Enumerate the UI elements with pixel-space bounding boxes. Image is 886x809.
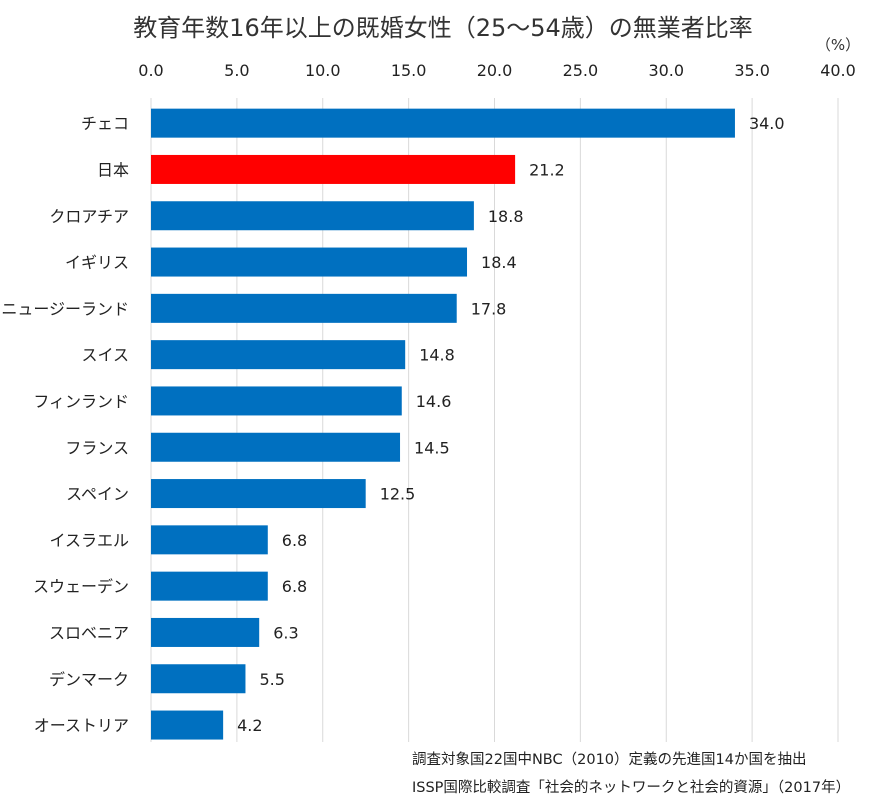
- category-label: クロアチア: [49, 207, 129, 226]
- x-tick-label: 15.0: [391, 61, 427, 80]
- bar: [151, 479, 366, 509]
- value-label: 6.8: [282, 531, 307, 550]
- value-label: 14.5: [414, 438, 450, 457]
- category-label: オーストリア: [34, 716, 129, 735]
- value-label: 18.8: [488, 207, 524, 226]
- category-label: フィンランド: [33, 392, 129, 411]
- note-line-1: 調査対象国22国中NBC（2010）定義の先進国14か国を抽出: [412, 751, 806, 768]
- bar: [151, 154, 516, 184]
- bar: [151, 432, 401, 462]
- category-labels: チェコ日本クロアチアイギリスニュージーランドスイスフィンランドフランススペインイ…: [1, 114, 129, 735]
- category-label: スペイン: [66, 485, 129, 504]
- value-label: 18.4: [481, 253, 517, 272]
- x-tick-label: 30.0: [648, 61, 684, 80]
- value-label: 14.8: [419, 346, 455, 365]
- value-label: 21.2: [529, 160, 565, 179]
- value-label: 6.8: [282, 577, 307, 596]
- chart-title: 教育年数16年以上の既婚女性（25～54歳）の無業者比率: [133, 14, 753, 42]
- category-label: チェコ: [81, 114, 129, 133]
- bar: [151, 108, 735, 138]
- x-tick-label: 25.0: [563, 61, 599, 80]
- x-axis-ticks: 0.0 5.0 10.0 15.0 20.0 25.0 30.0 35.0 40.0: [138, 61, 856, 80]
- category-label: スウェーデン: [33, 577, 129, 596]
- bar: [151, 710, 224, 740]
- value-label: 5.5: [259, 670, 284, 689]
- category-label: 日本: [97, 160, 129, 179]
- x-tick-label: 0.0: [138, 61, 163, 80]
- category-label: スイス: [81, 346, 129, 365]
- bars: [151, 108, 735, 740]
- bar: [151, 247, 468, 277]
- bar: [151, 293, 457, 323]
- value-label: 34.0: [749, 114, 785, 133]
- category-label: フランス: [65, 438, 129, 457]
- category-label: デンマーク: [49, 670, 129, 689]
- x-tick-label: 5.0: [224, 61, 249, 80]
- value-label: 4.2: [237, 716, 262, 735]
- category-label: スロベニア: [49, 623, 129, 642]
- bar: [151, 617, 260, 647]
- x-tick-label: 40.0: [820, 61, 856, 80]
- unit-label: （%）: [816, 36, 860, 54]
- category-label: イギリス: [65, 253, 129, 272]
- value-label: 14.6: [416, 392, 452, 411]
- category-label: ニュージーランド: [1, 299, 129, 318]
- bar: [151, 201, 474, 231]
- value-label: 17.8: [471, 299, 507, 318]
- x-tick-label: 10.0: [305, 61, 341, 80]
- value-label: 12.5: [380, 485, 416, 504]
- data-labels: 34.0 21.2 18.8 18.4 17.8 14.8 14.6 14.5 12.5 6.8 6…: [237, 114, 784, 735]
- value-label: 6.3: [273, 623, 298, 642]
- x-tick-label: 20.0: [477, 61, 513, 80]
- note-line-2: ISSP国際比較調査「社会的ネットワークと社会的資源」（2017年）: [412, 778, 850, 796]
- bar: [151, 340, 406, 370]
- x-tick-label: 35.0: [734, 61, 770, 80]
- bar: [151, 664, 246, 694]
- bar: [151, 386, 402, 416]
- category-label: イスラエル: [49, 531, 129, 550]
- bar: [151, 525, 268, 555]
- bar: [151, 571, 268, 601]
